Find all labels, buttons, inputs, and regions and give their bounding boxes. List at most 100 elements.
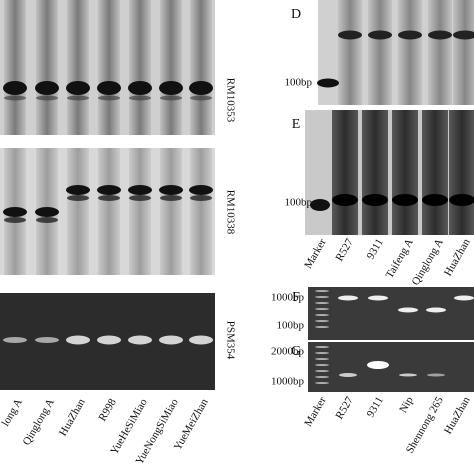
band [4, 95, 26, 101]
gel-lane [422, 110, 448, 235]
lane-label: long A [0, 397, 25, 429]
lane-label: HuaZhan [57, 396, 88, 438]
band [315, 346, 329, 348]
lane-label: Taifeng A [384, 237, 416, 281]
gel-lane [67, 148, 89, 275]
band [392, 194, 418, 206]
band [189, 335, 213, 345]
panel-letter: F [292, 290, 300, 305]
band [190, 95, 212, 101]
gel-lane [428, 0, 452, 105]
gel-label: RM10338 [224, 190, 236, 235]
lane-label: HuaZhan [442, 236, 473, 278]
gel-lane [453, 0, 474, 105]
band [422, 194, 448, 206]
band [36, 217, 58, 223]
lane-label: Qinglong A [21, 397, 57, 448]
band [362, 194, 388, 206]
band [368, 30, 392, 40]
band [315, 296, 329, 298]
panel-letter: G [291, 344, 301, 359]
band [338, 30, 362, 40]
band [66, 335, 90, 345]
band [449, 194, 474, 206]
band [35, 207, 59, 217]
gel-lane [36, 0, 58, 135]
band [97, 335, 121, 345]
band [4, 217, 26, 223]
band [189, 185, 213, 195]
band [427, 373, 445, 377]
band [315, 314, 329, 316]
gel-lane [98, 0, 120, 135]
band [398, 307, 418, 313]
band [317, 78, 339, 88]
band [315, 382, 329, 384]
band [98, 95, 120, 101]
lane-label: Nip [397, 394, 416, 415]
band [128, 335, 152, 345]
band [315, 320, 329, 322]
gel-panel [308, 342, 474, 392]
band [66, 185, 90, 195]
band [315, 326, 329, 328]
lane-label: Marker [302, 236, 329, 270]
gel-lane [368, 0, 392, 105]
gel-label: PSM354 [224, 321, 236, 360]
band [128, 81, 152, 95]
gel-lane [160, 148, 182, 275]
gel-lane [392, 110, 418, 235]
gel-lane [160, 0, 182, 135]
size-label: 100bp [285, 77, 313, 89]
size-label: 100bp [277, 320, 305, 332]
lane-label: R527 [333, 394, 356, 421]
band [190, 195, 212, 201]
band [315, 302, 329, 304]
band [98, 195, 120, 201]
band [428, 30, 452, 40]
band [159, 81, 183, 95]
size-label: 1000bp [271, 292, 305, 304]
gel-lane [338, 0, 362, 105]
gel-lane [398, 0, 422, 105]
band [398, 30, 422, 40]
gel-panel [305, 110, 474, 235]
gel-lane [190, 148, 212, 275]
band [160, 195, 182, 201]
band [97, 81, 121, 95]
panel-letter: D [291, 7, 301, 22]
band [67, 195, 89, 201]
lane-label: R527 [333, 236, 356, 263]
band [3, 207, 27, 217]
gel-lane [362, 110, 388, 235]
band [3, 337, 27, 343]
gel-lane [449, 110, 474, 235]
gel-label: RM10353 [224, 78, 236, 123]
band [66, 81, 90, 95]
gel-lane [190, 0, 212, 135]
band [332, 194, 358, 206]
band [454, 295, 474, 301]
band [315, 364, 329, 366]
band [67, 95, 89, 101]
band [35, 81, 59, 95]
band [453, 30, 474, 40]
band [338, 295, 358, 301]
band [128, 185, 152, 195]
band [426, 307, 446, 313]
lane-label: Qinglong A [410, 237, 446, 288]
gel-lane [129, 0, 151, 135]
lane-label: HuaZhan [442, 394, 473, 436]
gel-images [0, 0, 474, 392]
lane-label: R998 [96, 396, 119, 423]
band [35, 337, 59, 343]
band [97, 185, 121, 195]
band [36, 95, 58, 101]
size-label: 100bp [285, 197, 313, 209]
band [3, 81, 27, 95]
band [315, 308, 329, 310]
band [129, 95, 151, 101]
lane-label: 9311 [365, 237, 386, 262]
band [368, 295, 388, 301]
gel-lane [129, 148, 151, 275]
